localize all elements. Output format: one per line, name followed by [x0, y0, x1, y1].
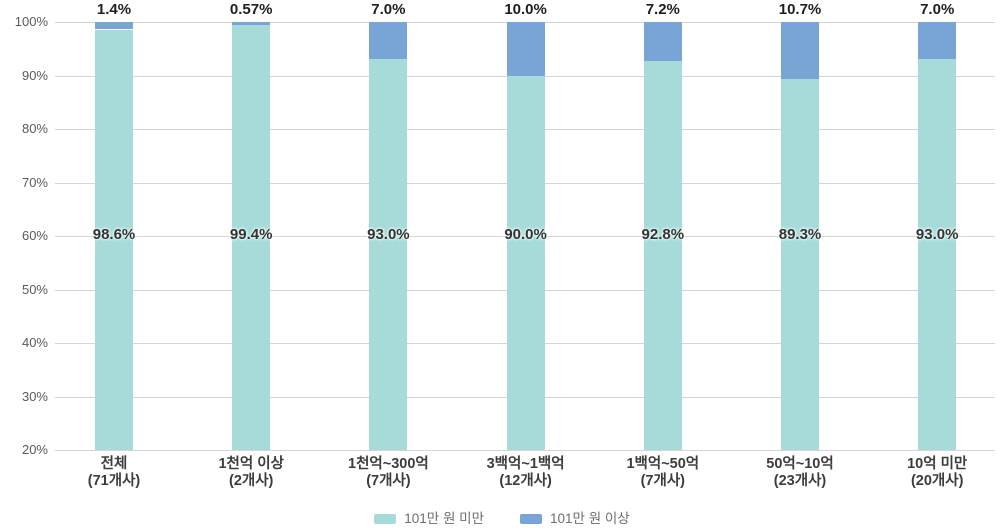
legend-item-over: 101만 원 이상 — [520, 511, 630, 527]
bar-segment-over — [781, 22, 819, 80]
under-value-label: 99.4% — [229, 226, 273, 243]
x-axis-label-3: 1천억~300억 (7개사) — [313, 456, 463, 490]
category-count: (23개사) — [773, 473, 827, 489]
bar-5: 7.2% 92.8% — [641, 1, 685, 450]
bar-segment-under — [232, 25, 271, 450]
category-count: (20개사) — [910, 473, 964, 489]
over-value-label: 10.0% — [504, 1, 547, 18]
bar-3: 7.0% 93.0% — [367, 1, 410, 450]
bar-7: 7.0% 93.0% — [915, 1, 959, 450]
x-axis-label-5: 1백억~50억 (7개사) — [588, 456, 738, 490]
category-count: (2개사) — [228, 473, 274, 489]
category-name: 3백억~1백억 — [486, 456, 565, 472]
bar-segment-over — [643, 22, 682, 61]
y-tick-label-70: 70% — [21, 174, 48, 190]
legend-swatch-over-icon — [520, 514, 542, 524]
legend-item-under: 101만 원 미만 — [374, 511, 484, 527]
bar-1: 1.4% 98.6% — [92, 1, 136, 450]
under-value-label: 92.8% — [641, 226, 685, 243]
under-value-label: 93.0% — [367, 226, 410, 243]
bar-segment-over — [95, 22, 133, 30]
category-count: (71개사) — [87, 473, 141, 489]
y-tick-label-60: 60% — [21, 228, 48, 243]
category-name: 10억 미만 — [907, 456, 968, 472]
legend: 101만 원 미만 101만 원 이상 — [0, 511, 1004, 527]
y-tick-label-20: 20% — [21, 442, 48, 457]
category-name: 1천억 이상 — [218, 456, 284, 472]
bar-segment-under — [369, 59, 408, 450]
gridline-20 — [55, 450, 995, 451]
bar-6: 10.7% 89.3% — [778, 1, 822, 450]
category-name: 전체 — [100, 456, 128, 472]
y-tick-label-80: 80% — [21, 121, 48, 136]
y-tick-label-30: 30% — [21, 388, 48, 404]
under-value-label: 93.0% — [915, 226, 959, 243]
category-name: 1천억~300억 — [348, 456, 429, 472]
x-axis-label-1: 전체 (71개사) — [39, 456, 189, 490]
x-axis-label-4: 3백억~1백억 (12개사) — [451, 456, 601, 490]
category-name: 50억~10억 — [766, 456, 834, 472]
category-count: (12개사) — [499, 473, 552, 489]
bar-segment-under — [781, 79, 819, 450]
x-axis-label-2: 1천억 이상 (2개사) — [176, 456, 326, 490]
bar-segment-under — [95, 29, 133, 450]
category-name: 1백억~50억 — [626, 456, 700, 472]
y-tick-label-40: 40% — [21, 335, 48, 350]
bar-segment-over — [369, 22, 408, 60]
y-tick-label-90: 90% — [21, 67, 48, 83]
bar-segment-over — [506, 22, 545, 76]
over-value-label: 1.4% — [96, 1, 132, 18]
bar-segment-over — [918, 22, 957, 60]
category-count: (7개사) — [366, 473, 411, 489]
bar-segment-over — [232, 22, 271, 26]
over-value-label: 7.0% — [371, 1, 406, 18]
legend-label-under: 101만 원 미만 — [404, 511, 484, 526]
under-value-label: 89.3% — [778, 226, 822, 243]
legend-swatch-under-icon — [374, 514, 397, 524]
bar-segment-under — [506, 75, 545, 450]
bar-segment-under — [643, 60, 682, 450]
x-axis-label-6: 50억~10억 (23개사) — [725, 456, 875, 490]
under-value-label: 98.6% — [92, 226, 136, 243]
x-axis-label-7: 10억 미만 (20개사) — [862, 456, 1004, 490]
bar-2: 0.57% 99.4% — [229, 1, 273, 450]
y-tick-label-100: 100% — [14, 14, 48, 29]
bar-4: 10.0% 90.0% — [504, 1, 547, 450]
bar-segment-under — [918, 59, 957, 450]
y-tick-label-50: 50% — [21, 281, 48, 297]
over-value-label: 10.7% — [778, 1, 822, 18]
under-value-label: 90.0% — [504, 226, 547, 243]
plot-area: 1.4% 98.6% 0.57% 99.4% 7.0% 93.0% 10.0% 90.0% 7.… — [55, 1, 995, 451]
over-value-label: 7.0% — [920, 1, 955, 18]
category-count: (7개사) — [640, 473, 685, 489]
legend-label-over: 101만 원 이상 — [550, 511, 630, 526]
over-value-label: 7.2% — [645, 1, 680, 18]
over-value-label: 0.57% — [229, 1, 273, 18]
